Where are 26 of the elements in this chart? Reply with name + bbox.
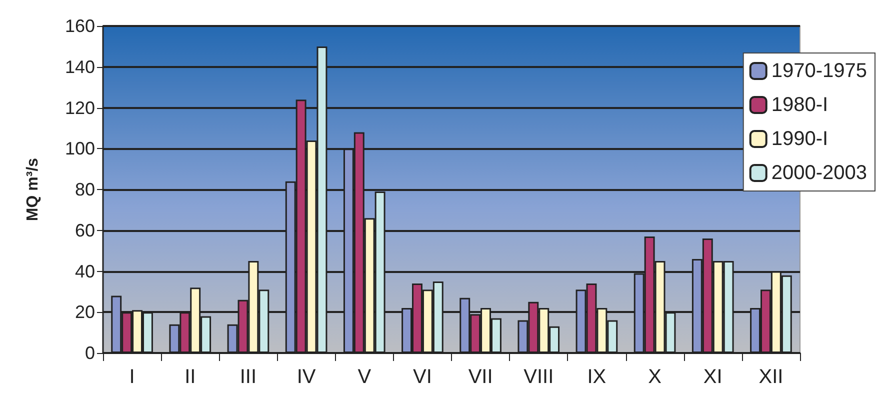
legend-label: 1970-1975 — [771, 60, 868, 82]
y-tick-label: 80 — [74, 180, 95, 200]
y-tick-label: 60 — [74, 220, 95, 240]
y-tick-label: 120 — [64, 98, 95, 118]
x-tick-label: XII — [758, 366, 784, 388]
y-tick-label: 140 — [64, 56, 95, 77]
legend-label: 2000-2003 — [771, 162, 868, 184]
x-tick-label: IV — [296, 366, 316, 388]
legend-label: 1980-I — [771, 94, 828, 116]
x-tick-label: VIII — [524, 366, 554, 388]
x-tick-label: VII — [468, 366, 493, 388]
y-axis-title: MQ m³/s — [24, 158, 42, 222]
y-tick-label: 20 — [74, 302, 95, 322]
x-tick-label: I — [129, 366, 135, 388]
y-tick-label: 160 — [64, 16, 95, 36]
y-tick-label: 0 — [84, 343, 95, 363]
x-tick-label: II — [184, 366, 196, 388]
x-tick-label: IX — [587, 366, 606, 388]
x-tick-label: V — [358, 366, 372, 388]
y-tick-label: 40 — [74, 261, 95, 282]
x-tick-label: VI — [413, 366, 432, 388]
x-tick-label: XI — [703, 366, 722, 388]
legend-label: 1990-I — [771, 128, 828, 150]
x-tick-label: X — [648, 366, 662, 388]
y-tick-label: 100 — [64, 138, 95, 159]
x-tick-label: III — [240, 366, 257, 388]
